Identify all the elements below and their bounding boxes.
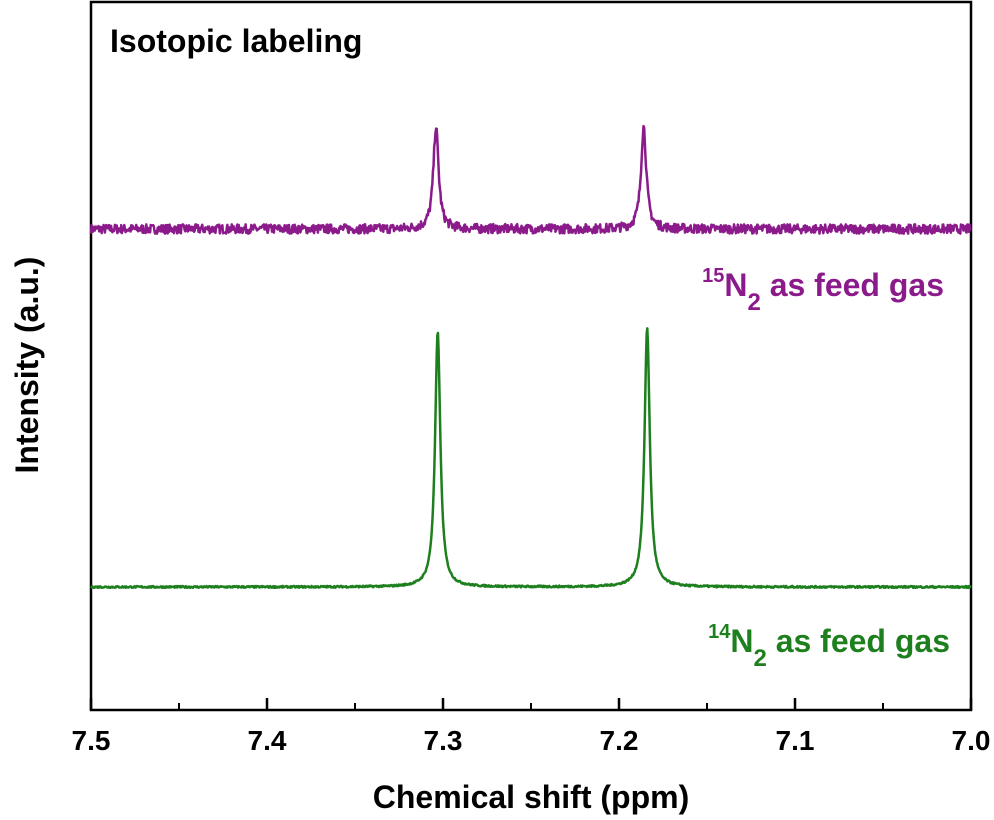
series-label-14n2-rest: as feed gas [767,623,950,659]
series-label-14n2: 14N2 as feed gas [708,621,950,672]
series-label-14n2-sub: 2 [753,645,766,672]
series-label-15n2-sub: 2 [747,289,760,316]
plot-frame [89,0,973,712]
series-label-15n2: 15N2 as feed gas [702,265,944,316]
series-label-15n2-main: N [724,267,747,303]
series-label-14n2-sup: 14 [708,621,731,643]
chart-title: Isotopic labeling [110,23,362,59]
series-line-15n2 [89,124,972,235]
x-tick-label: 7.4 [248,725,287,756]
x-tick-label: 7.1 [776,725,815,756]
x-axis-label: Chemical shift (ppm) [373,779,689,815]
series-label-15n2-sup: 15 [702,265,724,287]
x-tick-label: 7.0 [952,725,991,756]
x-tick-label: 7.5 [72,725,111,756]
series-label-14n2-main: N [730,623,753,659]
series-label-15n2-rest: as feed gas [761,267,944,303]
series-line-14n2 [90,327,972,590]
x-axis-ticks: 7.5 7.4 7.3 7.2 7.1 7.0 [72,698,991,756]
y-axis-label: Intensity (a.u.) [9,257,45,474]
x-tick-label: 7.3 [424,725,463,756]
series-traces [89,124,972,590]
x-tick-label: 7.2 [600,725,639,756]
